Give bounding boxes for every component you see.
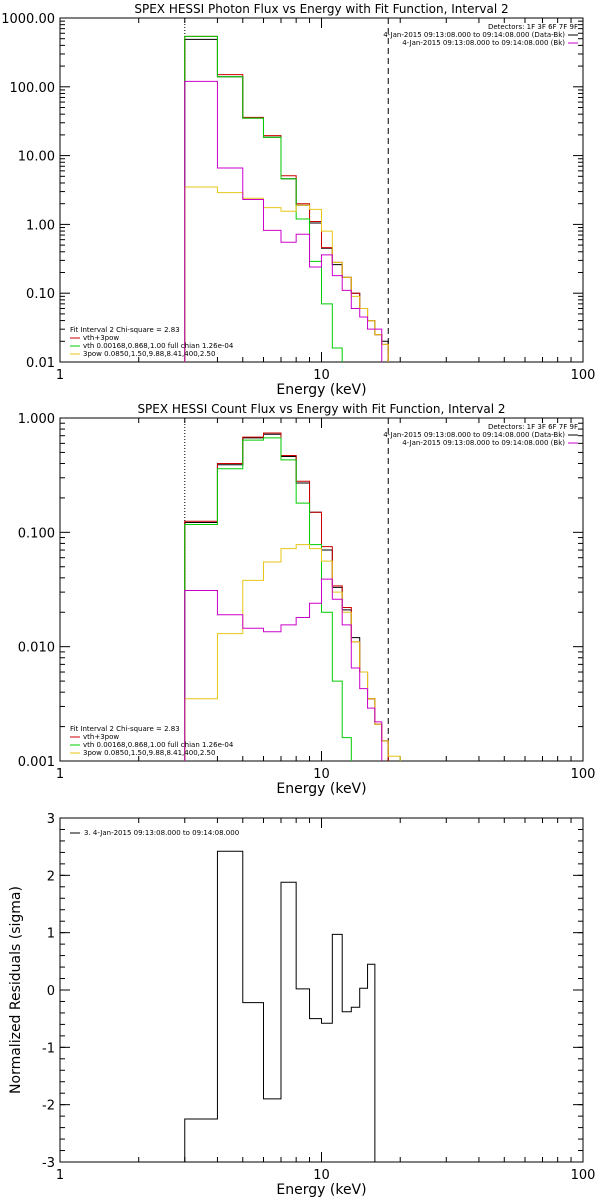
x-tick-label: 10 <box>313 767 330 782</box>
x-axis-label: Energy (keV) <box>276 382 366 398</box>
series-line-5 <box>184 578 383 761</box>
y-tick-label: 0.100 <box>18 526 55 541</box>
plot-frame <box>59 17 584 363</box>
y-tick-label: 10.00 <box>18 150 55 165</box>
series-line-1 <box>184 850 376 1162</box>
series-line-1 <box>184 38 389 362</box>
chart-title: SPEX HESSI Count Flux vs Energy with Fit… <box>137 402 505 416</box>
fit-legend-header: Fit Interval 2 Chi-square = 2.83 <box>70 725 180 733</box>
plot-frame <box>59 817 584 1163</box>
y-tick-label: 2 <box>47 869 55 884</box>
x-tick-label: 100 <box>571 368 596 383</box>
series-line-2 <box>184 35 389 362</box>
x-tick-label: 100 <box>571 767 596 782</box>
legend-entry: 4-Jan-2015 09:13:08.000 to 09:14:08.000 … <box>383 431 565 439</box>
y-tick-label: 0.01 <box>26 356 55 371</box>
series-line-3 <box>184 35 343 362</box>
series-line-4 <box>184 544 401 761</box>
legend-header: Detectors: 1F 3F 6F 7F 9F <box>488 23 578 31</box>
legend-entry: 4-Jan-2015 09:13:08.000 to 09:14:08.000 … <box>402 439 565 447</box>
x-tick-label: 100 <box>571 1168 596 1183</box>
legend-entry: 3pow 0.0850,1.50,9.88,8.41,400,2.50 <box>83 350 215 358</box>
x-tick-label: 1 <box>56 1168 64 1183</box>
series-line-1 <box>184 433 389 761</box>
y-tick-label: 1000.00 <box>1 12 55 27</box>
plot-panel-1: SPEX HESSI Photon Flux vs Energy with Fi… <box>1 2 595 398</box>
y-tick-label: -1 <box>42 1041 55 1056</box>
x-tick-label: 1 <box>56 767 64 782</box>
x-tick-label: 10 <box>313 1168 330 1183</box>
legend-entry: 4-Jan-2015 09:13:08.000 to 09:14:08.000 … <box>402 39 565 47</box>
x-tick-label: 1 <box>56 368 64 383</box>
y-axis-label: Normalized Residuals (sigma) <box>8 886 24 1094</box>
x-tick-label: 10 <box>313 368 330 383</box>
legend-entry: 4-Jan-2015 09:13:08.000 to 09:14:08.000 … <box>383 31 565 39</box>
legend-entry: 3. 4-Jan-2015 09:13:08.000 to 09:14:08.0… <box>84 829 239 837</box>
y-tick-label: 3 <box>47 812 55 827</box>
legend-entry: vth+3pow <box>83 334 119 342</box>
legend-entry: 3pow 0.0850,1.50,9.88,8.41,400,2.50 <box>83 749 215 757</box>
legend-entry: vth 0.00168,0.868,1.00 full chian 1.26e-… <box>83 741 234 749</box>
y-tick-label: 1 <box>47 927 55 942</box>
legend-header: Detectors: 1F 3F 6F 7F 9F <box>488 423 578 431</box>
chart-title: SPEX HESSI Photon Flux vs Energy with Fi… <box>134 2 508 16</box>
x-axis-label: Energy (keV) <box>276 781 366 797</box>
plot-panel-2: SPEX HESSI Count Flux vs Energy with Fit… <box>18 402 596 797</box>
plot-panel-3: 1 10 100 Energy (keV) -3 -2 -1 0 1 2 3 Normalized R… <box>8 812 595 1198</box>
series-line-3 <box>184 437 352 761</box>
y-tick-label: 0.001 <box>18 755 55 770</box>
legend-entry: vth+3pow <box>83 733 119 741</box>
series-line-2 <box>184 432 389 761</box>
y-tick-label: 100.00 <box>10 81 56 96</box>
x-axis-label: Energy (keV) <box>276 1182 366 1198</box>
series-line-5 <box>184 80 383 362</box>
y-tick-label: 1.00 <box>26 218 55 233</box>
y-tick-label: -2 <box>42 1099 55 1114</box>
y-tick-label: -3 <box>42 1156 55 1171</box>
legend-entry: vth 0.00168,0.868,1.00 full chian 1.26e-… <box>83 342 234 350</box>
series-line-4 <box>184 186 389 362</box>
y-tick-label: 0.010 <box>18 641 55 656</box>
y-tick-label: 0.10 <box>26 287 55 302</box>
y-tick-label: 1.000 <box>18 412 55 427</box>
fit-legend-header: Fit Interval 2 Chi-square = 2.83 <box>70 326 180 334</box>
y-tick-label: 0 <box>47 984 55 999</box>
